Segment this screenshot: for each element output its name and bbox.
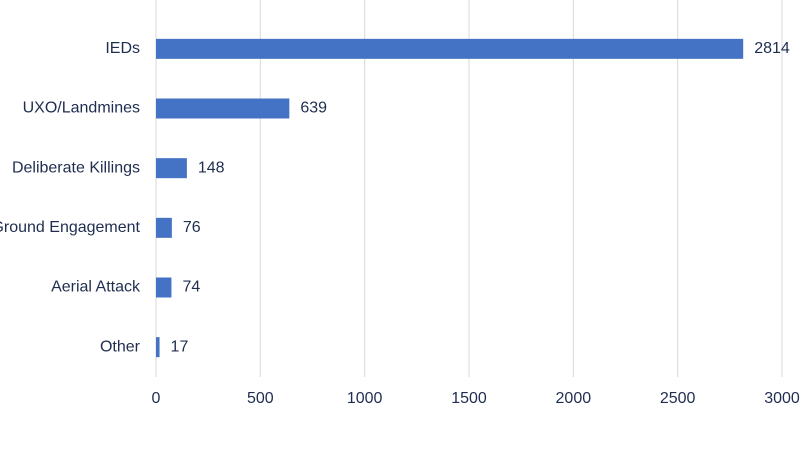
bar [156,337,160,358]
bar [156,158,187,179]
y-tick-label: IEDs [105,40,140,57]
y-tick-label: UXO/Landmines [23,100,140,117]
data-label: 17 [171,338,189,355]
bar [156,277,172,298]
y-tick-label: Deliberate Killings [12,159,140,176]
x-tick-label: 2000 [556,390,592,407]
bar [156,38,744,59]
bar [156,98,290,119]
data-label: 639 [300,100,327,117]
x-tick-label: 1000 [347,390,383,407]
x-tick-label: 0 [152,390,161,407]
x-tick-label: 1500 [451,390,487,407]
x-tick-label: 3000 [764,390,800,407]
y-tick-label: Ground Engagement [0,219,141,236]
y-tick-label: Aerial Attack [51,279,141,296]
data-label: 2814 [754,40,790,57]
data-label: 148 [198,159,225,176]
data-label: 76 [183,219,201,236]
data-label: 74 [182,279,200,296]
x-tick-label: 500 [247,390,274,407]
x-tick-label: 2500 [660,390,696,407]
bar [156,217,172,238]
y-tick-label: Other [100,338,141,355]
